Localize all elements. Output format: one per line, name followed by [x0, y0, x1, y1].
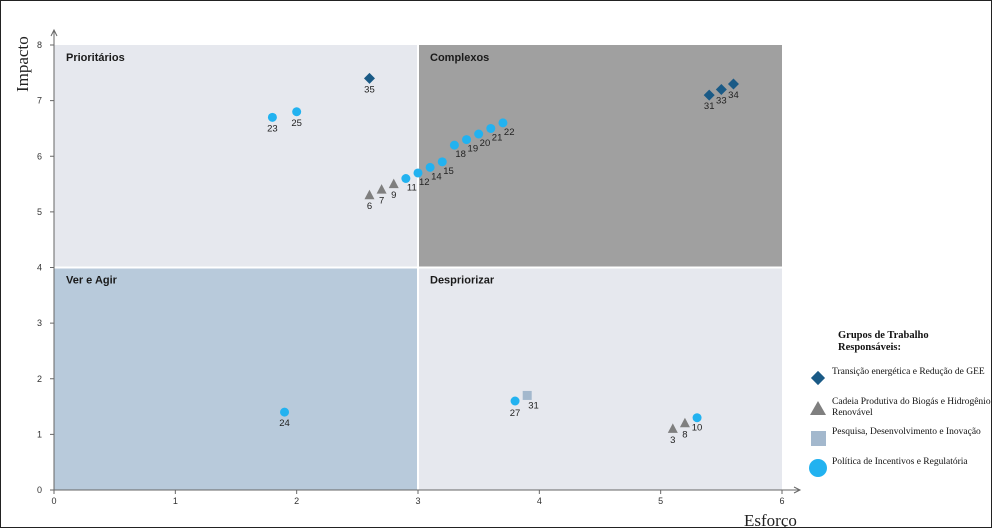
quadrant-label: Complexos [430, 52, 489, 64]
y-tick-label: 1 [37, 429, 42, 439]
legend-label: Transição energética e Redução de GEE [832, 367, 985, 377]
x-axis-arrow-icon [793, 486, 802, 494]
y-tick-label: 8 [37, 40, 42, 50]
x-tick-label: 4 [537, 496, 542, 506]
data-point-circle [292, 107, 302, 117]
y-tick-label: 5 [37, 207, 42, 217]
data-label: 3 [670, 435, 675, 446]
legend-item-transicao: Transição energética e Redução de GEE [808, 366, 992, 390]
data-label: 8 [682, 429, 687, 440]
data-label: 20 [480, 138, 491, 149]
data-point-circle [692, 413, 702, 423]
data-label: 18 [455, 149, 466, 160]
data-point-diamond [703, 89, 715, 101]
legend-item-politica: Política de Incentivos e Regulatória [808, 456, 992, 480]
data-label: 21 [492, 132, 503, 143]
data-point-circle [267, 112, 277, 122]
data-label: 23 [267, 123, 278, 134]
data-label: 25 [291, 118, 302, 129]
data-label: 22 [504, 127, 515, 138]
data-label: 12 [419, 177, 430, 188]
data-point-diamond [727, 78, 739, 90]
data-point-circle [449, 140, 459, 150]
quadrant-label: Ver e Agir [66, 275, 118, 287]
diamond-marker-icon [808, 368, 830, 390]
data-point-circle [486, 123, 496, 133]
data-point-triangle [667, 423, 678, 433]
quadrant-despriorizar [418, 267, 782, 490]
data-label: 7 [379, 196, 384, 207]
data-label: 31 [528, 400, 539, 411]
data-point-circle [510, 396, 520, 406]
quadrant-label: Prioritários [66, 52, 125, 64]
data-label: 34 [728, 90, 739, 101]
quadrant-prioritários [54, 45, 418, 268]
data-point-circle [401, 174, 411, 183]
y-tick-label: 2 [37, 374, 42, 384]
triangle-marker-icon [808, 398, 830, 420]
legend-title: Grupos de Trabalho Responsáveis: [838, 330, 929, 353]
quadrant-complexos [418, 45, 782, 268]
data-point-circle [474, 129, 484, 139]
data-point-circle [280, 407, 290, 417]
legend-label: Cadeia Produtiva do Biogás e Hidrogênio … [832, 397, 991, 418]
data-point-square [522, 390, 532, 400]
data-point-circle [425, 162, 435, 172]
legend-item-biogas: Cadeia Produtiva do Biogás e Hidrogênio … [808, 396, 992, 420]
y-tick-label: 4 [37, 263, 42, 273]
data-point-triangle [679, 417, 690, 428]
x-tick-label: 5 [658, 496, 663, 506]
data-label: 31 [704, 101, 715, 112]
x-tick-label: 3 [415, 496, 420, 506]
y-tick-label: 7 [37, 96, 42, 106]
x-axis-label: Esforço [744, 511, 797, 528]
x-tick-label: 6 [779, 496, 784, 506]
y-tick-label: 3 [37, 318, 42, 328]
data-point-circle [437, 157, 447, 167]
legend: Grupos de Trabalho Responsáveis: Transiç… [808, 330, 992, 486]
data-point-diamond [363, 72, 375, 84]
data-point-circle [498, 118, 508, 128]
x-tick-label: 2 [294, 496, 299, 506]
data-label: 19 [468, 144, 479, 155]
legend-label: Pesquisa, Desenvolvimento e Inovação [832, 427, 981, 437]
y-tick-label: 0 [37, 485, 42, 495]
data-label: 10 [692, 423, 703, 434]
quadrant-ver-e-agir [54, 267, 418, 490]
data-label: 24 [279, 418, 290, 429]
legend-item-pesquisa: Pesquisa, Desenvolvimento e Inovação [808, 426, 992, 450]
data-point-triangle [388, 178, 399, 189]
data-point-triangle [364, 189, 375, 200]
data-label: 27 [510, 408, 521, 419]
circle-marker-icon [808, 458, 830, 480]
data-label: 15 [443, 166, 454, 177]
square-marker-icon [808, 428, 830, 450]
data-label: 9 [391, 190, 396, 201]
data-label: 11 [407, 183, 417, 194]
data-point-diamond [715, 84, 727, 95]
data-point-circle [462, 135, 472, 145]
legend-label: Política de Incentivos e Regulatória [832, 457, 968, 467]
data-label: 33 [716, 96, 727, 107]
x-tick-label: 0 [51, 496, 56, 506]
x-tick-label: 1 [173, 496, 178, 506]
data-label: 6 [367, 201, 372, 212]
y-axis-arrow-icon [50, 28, 58, 37]
quadrant-label: Despriorizar [430, 275, 495, 287]
y-axis-label: Impacto [13, 36, 32, 92]
data-point-circle [413, 168, 423, 178]
data-label: 35 [364, 84, 375, 95]
data-label: 14 [431, 171, 442, 182]
data-point-triangle [376, 184, 387, 194]
y-tick-label: 6 [37, 151, 42, 161]
